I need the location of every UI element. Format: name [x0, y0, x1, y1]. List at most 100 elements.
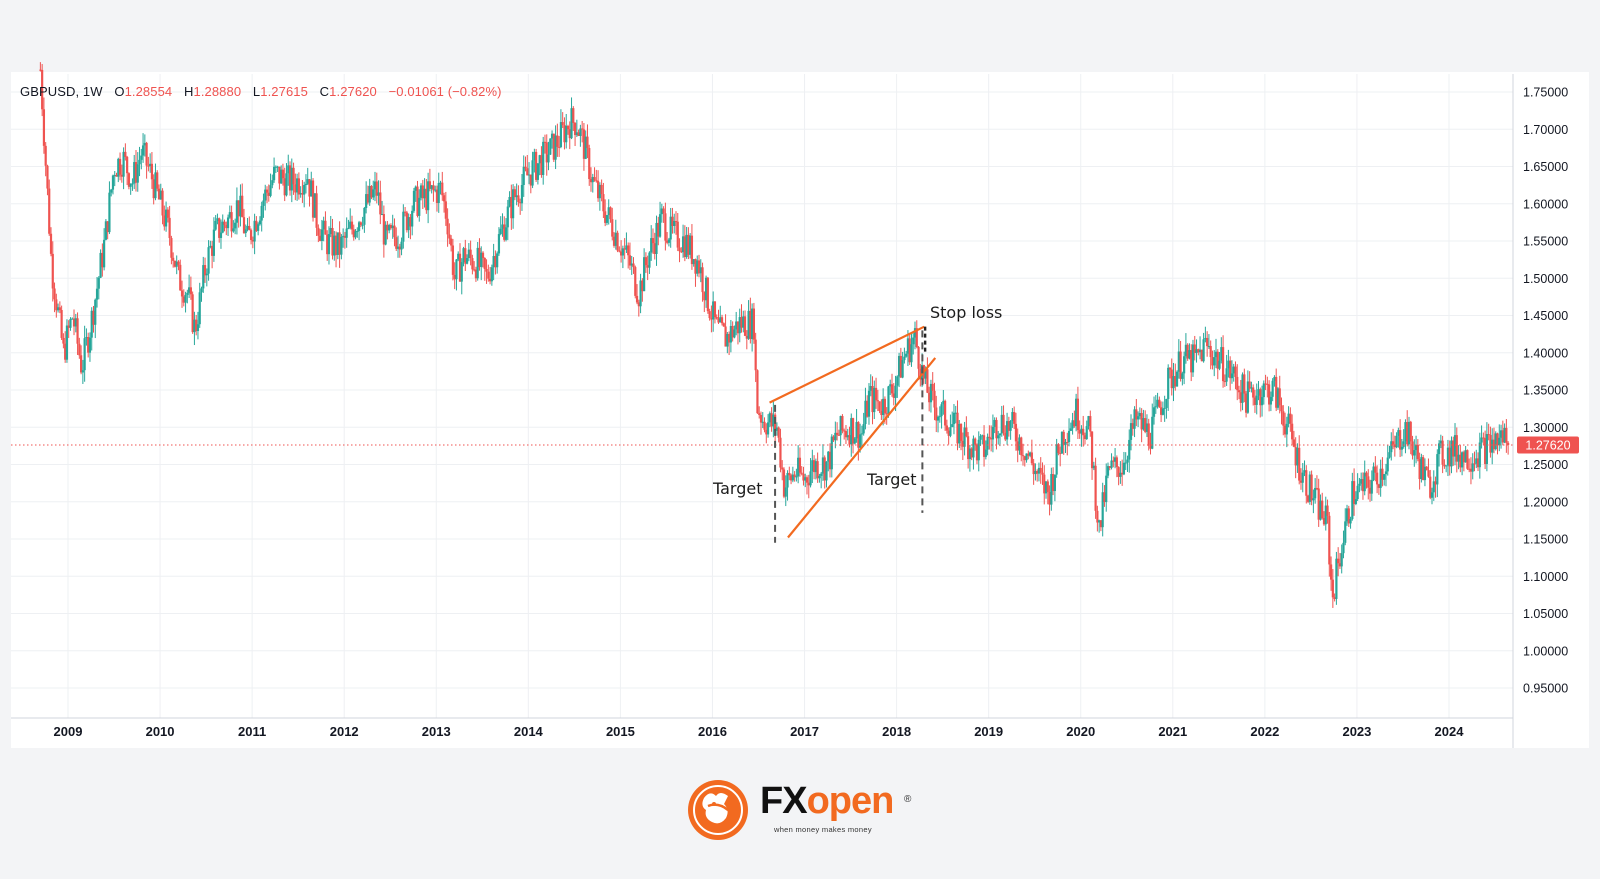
chart-panel[interactable]: [11, 72, 1589, 748]
candle-body: [485, 268, 488, 272]
candle-body: [1310, 474, 1313, 501]
candle-body: [292, 167, 295, 185]
candle-body: [274, 166, 277, 168]
candle-body: [1218, 360, 1221, 369]
year-tick-label: 2023: [1342, 724, 1371, 739]
candle-body: [1083, 435, 1087, 440]
candle: [1310, 470, 1313, 506]
candle: [164, 201, 168, 232]
candle: [460, 258, 463, 295]
candle: [480, 246, 483, 281]
candle-body: [51, 253, 54, 289]
candle: [738, 308, 741, 343]
candle-body: [945, 425, 948, 431]
candle: [437, 172, 440, 213]
candle: [752, 302, 755, 344]
candle-body: [156, 172, 159, 189]
candle: [379, 180, 382, 225]
open-value: 1.28554: [124, 84, 173, 99]
candle-body: [588, 148, 591, 180]
candle: [1216, 349, 1219, 380]
candle: [540, 146, 543, 178]
candle-body: [1285, 423, 1288, 435]
candle-body: [779, 437, 782, 468]
candle-body: [837, 434, 840, 436]
candle-body: [697, 260, 701, 274]
price-chart[interactable]: 0.950001.000001.050001.100001.150001.200…: [0, 0, 1600, 760]
candle: [319, 229, 322, 242]
candle-body: [547, 154, 550, 163]
candle: [520, 174, 524, 211]
candle-body: [1372, 466, 1375, 481]
candle: [1197, 348, 1200, 356]
candle: [106, 221, 109, 240]
candle: [1469, 457, 1473, 485]
candle: [993, 417, 996, 434]
candle-body: [198, 292, 201, 325]
candle: [522, 155, 525, 197]
candle: [646, 255, 649, 281]
candle-body: [970, 448, 973, 458]
candle-body: [1365, 472, 1368, 477]
candle-body: [1144, 418, 1147, 432]
candle: [935, 395, 938, 433]
candle-body: [543, 141, 547, 143]
candle-body: [1028, 452, 1032, 456]
candle: [984, 440, 987, 460]
candle-body: [1145, 423, 1149, 432]
candle: [1331, 569, 1334, 608]
candle: [1119, 461, 1122, 484]
candle: [303, 181, 306, 208]
candle-body: [582, 129, 586, 159]
candle: [1016, 428, 1019, 463]
candle: [366, 185, 370, 205]
candle-body: [118, 158, 122, 175]
candle-body: [919, 368, 922, 380]
candle: [1404, 419, 1407, 454]
candle: [1110, 453, 1113, 470]
candle: [1287, 406, 1290, 428]
candle: [1395, 432, 1398, 449]
candle-body: [782, 469, 786, 497]
candle: [1126, 455, 1129, 472]
candle-body: [382, 214, 385, 245]
candle: [407, 213, 410, 239]
candle-body: [1179, 351, 1182, 379]
candle-body: [134, 162, 138, 183]
candle-body: [1487, 434, 1490, 436]
candle-body: [839, 416, 842, 436]
year-tick-label: 2016: [698, 724, 727, 739]
candle-body: [694, 259, 697, 274]
candle: [166, 207, 169, 223]
candle: [913, 321, 917, 350]
candle-body: [161, 190, 164, 216]
candle: [331, 218, 334, 260]
candle-body: [1016, 441, 1019, 451]
candle-body: [1455, 435, 1458, 462]
candle-body: [1128, 439, 1131, 460]
candle: [968, 444, 971, 472]
candle-body: [154, 172, 157, 199]
candle-body: [1124, 462, 1127, 464]
candle-body: [180, 290, 184, 297]
candle: [719, 305, 722, 323]
candle-body: [324, 220, 327, 235]
candle: [664, 202, 667, 251]
candle-body: [814, 461, 817, 473]
candle-body: [713, 301, 717, 317]
candle-body: [917, 347, 920, 369]
candle: [1067, 418, 1071, 447]
candle: [1423, 458, 1427, 487]
candle-body: [319, 235, 322, 241]
candle: [823, 455, 826, 489]
candle: [184, 291, 187, 313]
candle: [1087, 415, 1090, 430]
candle-body: [735, 321, 738, 330]
candle-body: [800, 472, 803, 474]
candle-body: [1480, 437, 1483, 443]
candle-body: [172, 257, 175, 261]
candle-body: [1338, 563, 1342, 567]
candle-body: [494, 256, 497, 268]
candle: [1353, 468, 1356, 516]
candle: [669, 207, 672, 248]
